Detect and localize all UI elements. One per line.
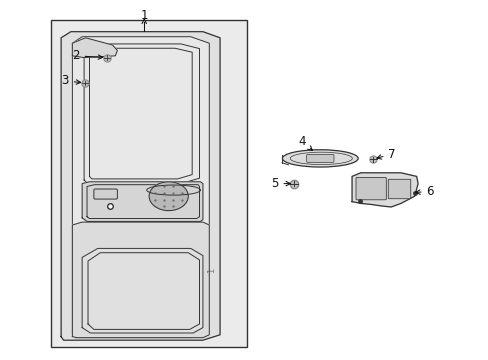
FancyBboxPatch shape (387, 179, 410, 199)
FancyBboxPatch shape (94, 189, 117, 199)
Text: 1: 1 (140, 9, 148, 22)
FancyBboxPatch shape (355, 177, 386, 200)
Text: 1: 1 (206, 267, 215, 273)
Ellipse shape (282, 150, 357, 167)
Text: 5: 5 (270, 177, 290, 190)
Polygon shape (82, 248, 203, 333)
Polygon shape (61, 32, 220, 340)
Text: 6: 6 (415, 185, 433, 198)
FancyBboxPatch shape (306, 154, 333, 162)
FancyBboxPatch shape (51, 20, 246, 347)
Polygon shape (72, 37, 209, 338)
Polygon shape (82, 182, 203, 221)
Polygon shape (351, 173, 417, 207)
Text: 2: 2 (72, 49, 102, 62)
Polygon shape (72, 38, 117, 58)
Polygon shape (84, 44, 199, 183)
Text: 3: 3 (61, 75, 81, 87)
Circle shape (149, 182, 188, 211)
Text: 7: 7 (376, 148, 395, 161)
Text: 4: 4 (297, 135, 312, 150)
Polygon shape (72, 222, 209, 338)
